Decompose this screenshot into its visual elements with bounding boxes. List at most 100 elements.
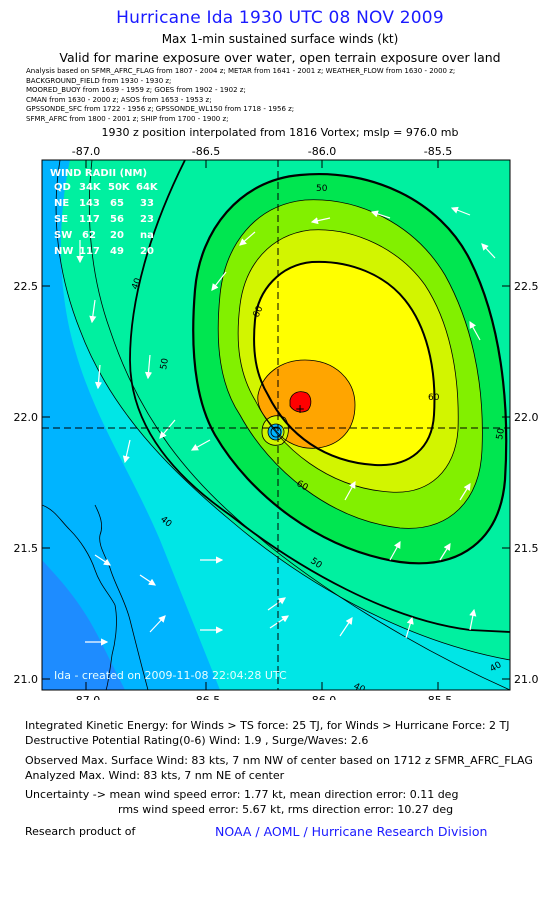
wind-arrow bbox=[144, 354, 153, 380]
contour-label: 50 bbox=[316, 184, 328, 194]
lon-tick-label: -85.5 bbox=[424, 694, 452, 700]
wind-arrow bbox=[344, 480, 356, 501]
lat-tick-label: 21.5 bbox=[514, 542, 539, 555]
organization-name: NOAA / AOML / Hurricane Research Divisio… bbox=[215, 824, 488, 839]
radii-header-qd: QD bbox=[54, 182, 71, 193]
analysis-line: Analysis based on SFMR_AFRC_FLAG from 18… bbox=[26, 67, 456, 75]
radii-quadrant: SW bbox=[54, 230, 72, 241]
wind-arrow bbox=[159, 419, 176, 439]
wind-arrow bbox=[481, 243, 496, 259]
wind-arrow bbox=[190, 439, 211, 451]
wind-arrow bbox=[469, 320, 481, 341]
analysis-line: BACKGROUND_FIELD from 1930 - 1930 z; bbox=[26, 76, 172, 85]
position-line: 1930 z position interpolated from 1816 V… bbox=[101, 126, 459, 139]
latitude-axis-right: 22.5 22.0 21.5 21.0 bbox=[514, 280, 539, 686]
lon-tick-label: -87.0 bbox=[72, 694, 100, 700]
radii-50k: 65 bbox=[110, 198, 124, 209]
contour-label: 50 bbox=[159, 357, 171, 370]
band-20-30-west bbox=[42, 160, 220, 690]
destructive-potential-line: Destructive Potential Rating(0-6) Wind: … bbox=[25, 734, 369, 747]
rms-line: rms wind speed error: 5.67 kt, rms direc… bbox=[118, 803, 454, 816]
lon-tick-label: -87.0 bbox=[72, 145, 100, 158]
latitude-axis-left: 22.5 22.0 21.5 21.0 bbox=[14, 280, 39, 686]
longitude-axis-top: -87.0 -86.5 -86.0 -85.5 bbox=[72, 145, 452, 158]
center-marker: + bbox=[295, 402, 305, 416]
wind-arrow bbox=[405, 616, 414, 639]
wind-arrow bbox=[267, 597, 286, 611]
land-area bbox=[42, 504, 117, 690]
contour-label: 50 bbox=[495, 427, 507, 440]
wind-vectors bbox=[76, 206, 496, 646]
radii-34k: 143 bbox=[79, 198, 100, 209]
wind-radii-table: WIND RADII (NM) QD 34K 50K 64K NE 143 65… bbox=[50, 168, 159, 257]
radii-header-64k: 64K bbox=[136, 182, 159, 193]
radii-34k: 117 bbox=[79, 246, 100, 257]
radii-34k: 117 bbox=[79, 214, 100, 225]
analysis-line: SFMR_AFRC from 1800 - 2001 z; SHIP from … bbox=[26, 114, 229, 123]
exposure-note: Valid for marine exposure over water, op… bbox=[59, 50, 501, 65]
lon-tick-label: -86.0 bbox=[308, 694, 336, 700]
contour-label: 60 bbox=[428, 393, 440, 403]
lat-tick-label: 22.5 bbox=[514, 280, 539, 293]
radii-50k: 49 bbox=[110, 246, 124, 257]
wind-arrow bbox=[439, 542, 451, 561]
wind-arrow bbox=[94, 364, 103, 390]
wind-arrow bbox=[89, 299, 97, 324]
lon-tick-label: -86.0 bbox=[308, 145, 336, 158]
analysis-line: MOORED_BUOY from 1639 - 1959 z; GOES fro… bbox=[26, 86, 246, 95]
lat-tick-label: 22.0 bbox=[514, 411, 539, 424]
radii-64k: 23 bbox=[140, 214, 154, 225]
longitude-axis-bottom: -87.0 -86.5 -86.0 -85.5 bbox=[72, 694, 452, 700]
wind-arrow bbox=[269, 615, 289, 629]
radii-50k: 20 bbox=[110, 230, 124, 241]
wind-arrow bbox=[339, 617, 353, 637]
contour-label: 60 bbox=[252, 304, 266, 319]
band-96-plus bbox=[290, 391, 311, 413]
wind-arrow bbox=[139, 574, 156, 586]
contour-lines bbox=[55, 160, 510, 690]
lat-tick-label: 21.0 bbox=[14, 673, 39, 686]
wind-field: 50 40 50 60 60 40 60 50 40 50 40 bbox=[42, 160, 510, 696]
wind-arrow bbox=[94, 554, 111, 566]
analyzed-max-line: Analyzed Max. Wind: 83 kts, 7 nm NE of c… bbox=[25, 769, 285, 782]
research-product-label: Research product of bbox=[25, 825, 136, 838]
wind-arrow bbox=[459, 482, 471, 501]
lon-tick-label: -86.5 bbox=[192, 145, 220, 158]
radii-header-50k: 50K bbox=[108, 182, 131, 193]
radii-quadrant: SE bbox=[54, 214, 68, 225]
wind-arrow bbox=[310, 217, 331, 225]
radii-64k: 33 bbox=[140, 198, 154, 209]
wind-arrow bbox=[389, 540, 401, 561]
radii-header-34k: 34K bbox=[79, 182, 102, 193]
created-watermark: Ida - created on 2009-11-08 22:04:28 UTC bbox=[54, 669, 287, 682]
radii-64k: na bbox=[140, 230, 154, 241]
tick-marks bbox=[42, 160, 510, 690]
radii-quadrant: NE bbox=[54, 198, 69, 209]
lon-tick-label: -85.5 bbox=[424, 145, 452, 158]
wind-arrow bbox=[450, 206, 471, 216]
wind-arrow bbox=[370, 210, 391, 219]
plot-frame bbox=[41, 159, 511, 691]
radii-64k: 20 bbox=[140, 246, 154, 257]
map-subtitle: Max 1-min sustained surface winds (kt) bbox=[161, 32, 399, 46]
radii-quadrant: NW bbox=[54, 246, 73, 257]
center-crosshair bbox=[42, 160, 510, 690]
contour-label: 40 bbox=[130, 277, 143, 291]
lon-tick-label: -86.5 bbox=[192, 694, 220, 700]
page-title: Hurricane Ida 1930 UTC 08 NOV 2009 bbox=[116, 8, 444, 28]
lat-tick-label: 22.5 bbox=[14, 280, 39, 293]
lat-tick-label: 21.5 bbox=[14, 542, 39, 555]
analysis-line: GPSSONDE_SFC from 1722 - 1956 z; GPSSOND… bbox=[26, 105, 295, 114]
uncertainty-line: Uncertainty -> mean wind speed error: 1.… bbox=[25, 788, 459, 801]
wind-arrow bbox=[122, 439, 131, 464]
radii-34k: 62 bbox=[82, 230, 96, 241]
coastline bbox=[94, 504, 149, 690]
wind-arrow bbox=[149, 615, 166, 633]
lat-tick-label: 22.0 bbox=[14, 411, 39, 424]
analysis-sources: Analysis based on SFMR_AFRC_FLAG from 18… bbox=[26, 67, 546, 125]
lat-tick-label: 21.0 bbox=[514, 673, 539, 686]
radii-50k: 56 bbox=[110, 214, 124, 225]
contour-label: 40 bbox=[352, 682, 367, 696]
analysis-line: CMAN from 1630 - 2000 z; ASOS from 1653 … bbox=[26, 95, 212, 104]
wind-radii-title: WIND RADII (NM) bbox=[50, 168, 147, 179]
